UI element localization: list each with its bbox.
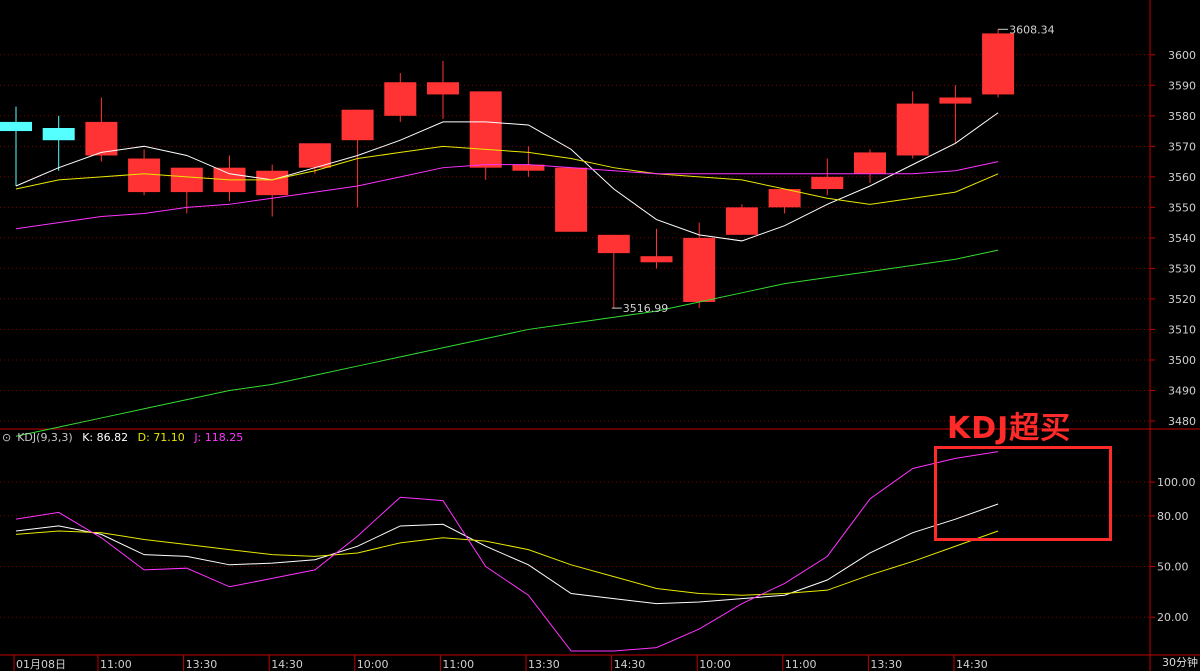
price-annotation-label: 3608.34 [1009,23,1055,36]
candle-body [939,97,972,104]
price-annotation-label: 3516.99 [623,302,669,315]
moving-average-line [15,249,999,437]
candle-body [811,176,844,190]
candle-body [683,237,716,302]
candle-body [85,121,118,156]
candle-body [469,91,502,168]
d-value: D: 71.10 [137,431,185,444]
time-tick-label: 10:00 [357,658,389,671]
kdj-line-k [15,503,999,605]
time-tick-label: 01月08日 [16,658,66,671]
indicator-toggle-icon[interactable]: ⊙ [2,431,12,444]
candle-body [42,128,75,141]
time-tick-label: 13:30 [528,658,560,671]
price-tick-label: 3590 [1168,79,1196,92]
price-tick-label: 3520 [1168,293,1196,306]
price-tick-label: 3580 [1168,110,1196,123]
price-tick-label: 3560 [1168,171,1196,184]
time-tick-label: 11:00 [442,658,474,671]
candle-body [896,103,929,156]
indicator-name: KDJ(9,3,3) [17,431,73,444]
candle-body [768,189,801,208]
candle-body [982,33,1015,95]
candle-body [298,143,331,168]
candle-body [341,109,374,141]
j-value: J: 118.25 [194,431,244,444]
overbought-highlight-box [934,446,1112,541]
overbought-annotation: KDJ超买 [947,411,1072,446]
candle-body [555,167,588,232]
price-tick-label: 3600 [1168,49,1196,62]
price-tick-label: 3490 [1168,384,1196,397]
time-tick-label: 14:30 [614,658,646,671]
kdj-line-j [15,451,999,652]
price-tick-label: 3510 [1168,323,1196,336]
time-tick-label: 11:00 [100,658,132,671]
moving-average-line [15,161,999,230]
candle-body [384,82,417,116]
price-tick-label: 3570 [1168,140,1196,153]
time-tick-label: 11:00 [785,658,817,671]
price-tick-label: 3500 [1168,354,1196,367]
candle-body [427,82,459,95]
k-value: K: 86.82 [82,431,129,444]
time-tick-label: 13:30 [870,658,902,671]
price-tick-label: 3550 [1168,201,1196,214]
candle-body [512,164,545,171]
kdj-tick-label: 50.00 [1157,561,1189,574]
candle-body [256,170,289,196]
indicator-header: ⊙ KDJ(9,3,3) K: 86.82 D: 71.10 J: 118.25 [2,431,249,444]
candle-body [128,158,161,193]
kdj-line-d [15,530,999,596]
moving-average-line [15,145,999,205]
candle-body [597,234,630,254]
time-tick-label: 10:00 [699,658,731,671]
candle-body [0,121,32,132]
price-tick-label: 3480 [1168,415,1196,428]
time-tick-label: 14:30 [956,658,988,671]
price-tick-label: 3540 [1168,232,1196,245]
candle-body [170,167,203,193]
kdj-tick-label: 20.00 [1157,611,1189,624]
moving-average-line [15,112,999,242]
price-tick-label: 3530 [1168,262,1196,275]
time-tick-label: 13:30 [186,658,218,671]
kdj-tick-label: 80.00 [1157,510,1189,523]
candle-body [640,256,673,263]
candle-body [725,207,758,235]
kdj-tick-label: 100.00 [1157,476,1196,489]
timeframe-label[interactable]: 30分钟 [1162,656,1198,669]
time-tick-label: 14:30 [271,658,303,671]
candle-body [854,152,886,174]
